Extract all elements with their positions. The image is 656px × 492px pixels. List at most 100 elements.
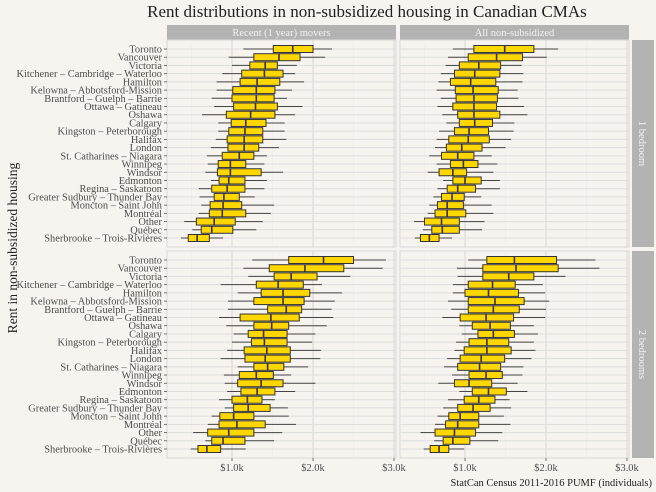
category-label: Kitchener – Cambridge – Waterloo	[16, 69, 162, 80]
category-label: Victoria	[129, 272, 163, 283]
category-label: Québec	[130, 225, 162, 236]
category-label: St. Catharines – Niagara	[60, 362, 162, 373]
row-strip-label: 1 bedroom	[636, 121, 647, 166]
box	[226, 135, 264, 144]
x-tick-label: $3.0k	[615, 463, 639, 474]
category-label: Ottawa – Gatineau	[84, 102, 163, 113]
box	[441, 192, 465, 201]
box	[247, 329, 288, 338]
box	[241, 69, 284, 78]
box	[218, 420, 266, 429]
column-strip-label: Recent (1 year) movers	[232, 28, 330, 39]
category-label: Kelowna – Abbotsford-Mission	[30, 297, 162, 308]
box	[431, 225, 460, 234]
box	[255, 280, 304, 289]
caption: StatCan Census 2011-2016 PUMF (individua…	[451, 478, 653, 489]
category-label: Other	[138, 217, 162, 228]
box	[467, 297, 525, 306]
category-label: Greater Sudbury – Thunder Bay	[28, 192, 163, 203]
x-tick-label: $3.0k	[382, 463, 406, 474]
box	[436, 201, 464, 210]
category-label: Montréal	[124, 209, 162, 220]
box	[453, 127, 489, 136]
box	[187, 234, 210, 242]
box	[482, 264, 559, 273]
box	[211, 184, 246, 193]
box	[200, 225, 234, 234]
category-label: Victoria	[129, 61, 163, 72]
box	[208, 209, 247, 218]
category-label: Kingston – Peterborough	[58, 338, 163, 349]
category-label: Regina – Saskatoon	[79, 184, 162, 195]
box	[473, 45, 535, 53]
box	[211, 436, 246, 445]
box	[268, 264, 345, 273]
box	[227, 143, 260, 152]
category-label: Ottawa – Gatineau	[84, 313, 163, 324]
box	[195, 217, 236, 226]
box	[457, 110, 501, 119]
box	[219, 412, 255, 421]
box	[233, 403, 271, 412]
box	[458, 61, 502, 70]
category-label: Winnipeg	[121, 371, 162, 382]
category-label: Sherbrooke – Trois-Rivières	[44, 445, 162, 456]
facet-panel	[399, 39, 630, 248]
box	[467, 280, 516, 289]
box	[471, 321, 511, 330]
facet-panel	[166, 250, 397, 459]
box	[448, 412, 480, 421]
box	[467, 53, 524, 62]
box	[445, 143, 483, 152]
box	[207, 428, 255, 437]
box	[459, 354, 506, 363]
category-label: London	[130, 354, 163, 365]
box	[453, 69, 501, 78]
box	[453, 379, 493, 388]
facet-panel	[166, 39, 397, 248]
box	[452, 176, 482, 185]
category-label: St. Catharines – Niagara	[60, 151, 162, 162]
category-label: Halifax	[131, 135, 163, 146]
box	[464, 288, 519, 297]
x-tick-label: $1.0k	[453, 463, 477, 474]
box	[288, 256, 355, 264]
box	[213, 192, 240, 201]
category-label: Windsor	[127, 168, 163, 179]
box	[231, 94, 275, 103]
box	[239, 313, 300, 322]
box	[468, 338, 510, 347]
box	[457, 403, 491, 412]
x-tick-label: $2.0k	[534, 463, 558, 474]
box	[459, 313, 515, 322]
row-strip-label: 2 bedrooms	[636, 330, 647, 379]
box	[434, 209, 467, 218]
category-label: Greater Sudbury – Thunder Bay	[28, 403, 163, 414]
category-label: Brantford – Guelph – Barrie	[44, 305, 162, 316]
category-label: Toronto	[129, 45, 162, 56]
chart-title: Rent distributions in non-subsidized hou…	[147, 2, 587, 21]
category-label: Regina – Saskatoon	[79, 395, 162, 406]
box	[446, 184, 477, 193]
category-label: Brantford – Guelph – Barrie	[44, 94, 162, 105]
box	[449, 160, 479, 169]
box	[216, 168, 262, 177]
x-tick-label: $1.0k	[220, 463, 244, 474]
box	[244, 354, 291, 363]
row-strip	[632, 251, 654, 458]
category-label: Hamilton	[123, 288, 163, 299]
box	[230, 118, 267, 127]
category-label: Québec	[130, 436, 162, 447]
box	[486, 256, 558, 264]
box	[221, 151, 255, 160]
category-label: Sherbrooke – Trois-Rivières	[44, 234, 162, 245]
category-label: Calgary	[129, 118, 163, 129]
box	[477, 329, 515, 338]
box	[253, 297, 305, 306]
category-label: Kelowna – Abbotsford-Mission	[30, 86, 162, 97]
category-label: Calgary	[129, 329, 163, 340]
box	[237, 379, 284, 388]
box	[260, 288, 311, 297]
category-label: Hamilton	[123, 77, 163, 88]
category-label: Edmonton	[119, 387, 163, 398]
